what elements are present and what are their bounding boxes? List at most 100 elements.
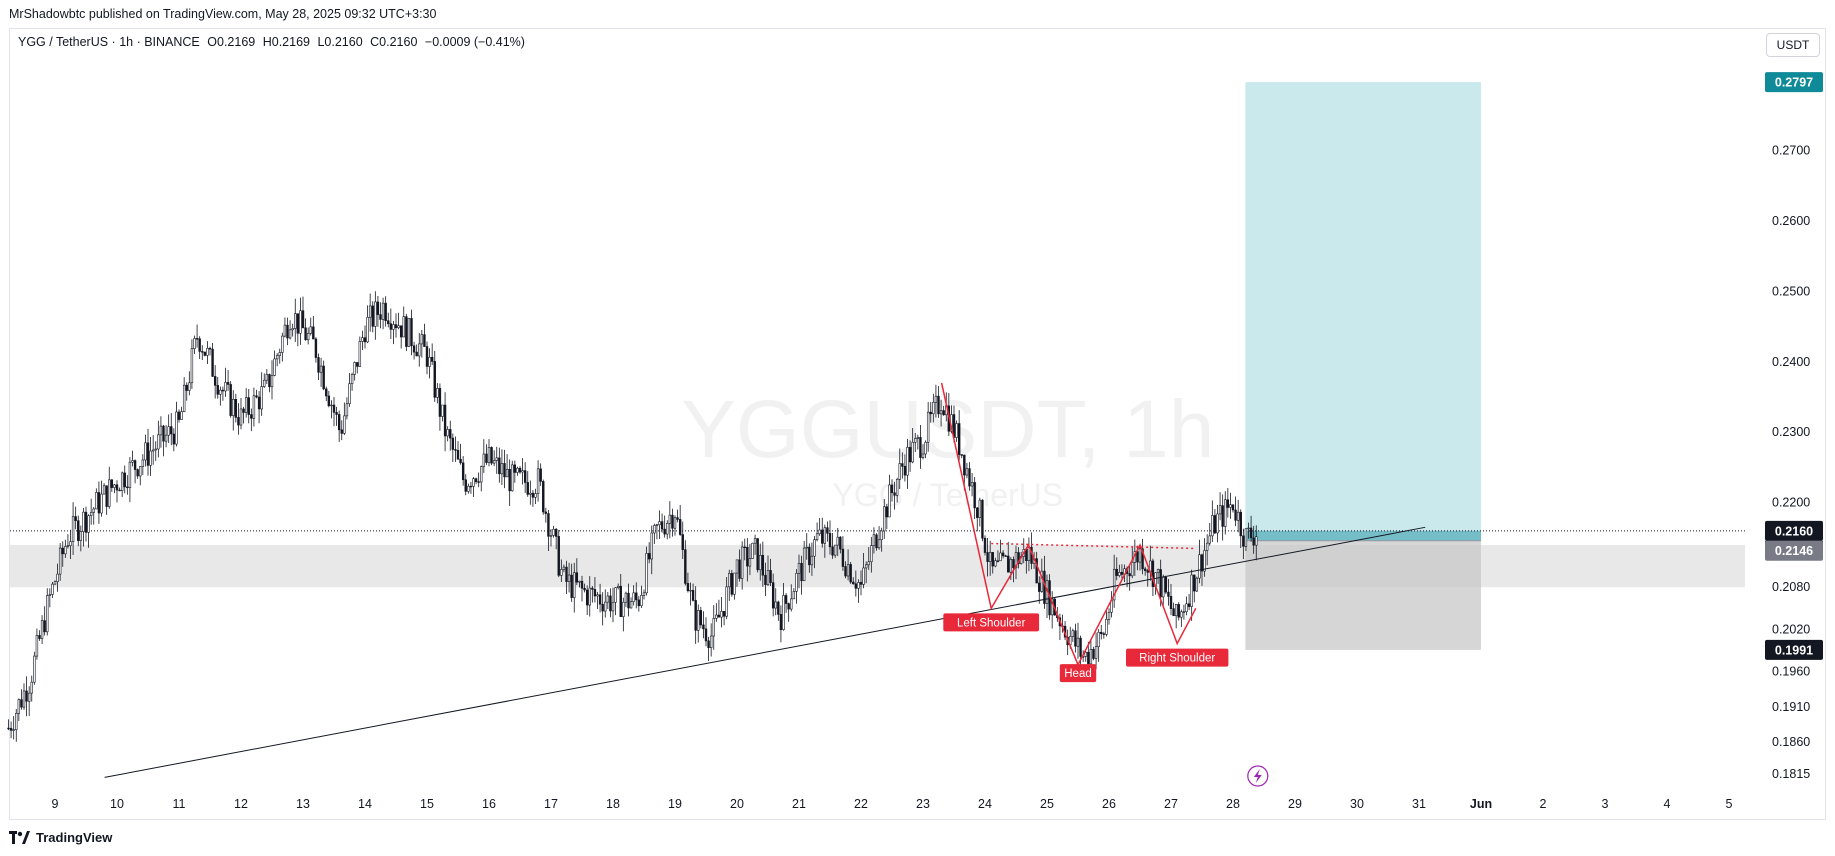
candle-body [619, 585, 622, 617]
candle-body [410, 318, 413, 347]
price-badge-text: 0.2146 [1775, 544, 1813, 558]
candle-body [237, 417, 240, 426]
candle-body [1151, 560, 1155, 587]
candle-body [864, 564, 868, 569]
candle-body [567, 574, 571, 582]
candle-body [846, 564, 850, 577]
price-badge-stop: 0.1991 [1765, 639, 1823, 660]
candle-body [376, 301, 380, 315]
candle-body [534, 493, 537, 498]
candle-body [1128, 573, 1131, 577]
candle-body [402, 316, 405, 338]
candle-body [1211, 515, 1214, 537]
candle-body [95, 492, 98, 510]
candle-body [1143, 568, 1147, 571]
candle-body [823, 527, 827, 544]
candle-body [712, 618, 715, 637]
x-tick-label: 13 [296, 797, 310, 811]
candle-body [283, 324, 287, 337]
candle-body [1249, 527, 1253, 539]
candle-body [1074, 630, 1077, 647]
candle-body [105, 485, 108, 507]
candle-body [790, 598, 793, 610]
candle-body [273, 358, 276, 376]
symbol-legend: YGG / TetherUS · 1h · BINANCE O0.2169 H0… [18, 35, 529, 49]
candle-body [815, 533, 819, 540]
candle-body [366, 316, 369, 343]
candle-body [1213, 515, 1217, 534]
candle-body [389, 323, 393, 330]
candle-body [136, 469, 139, 477]
publisher-line: MrShadowbtc published on TradingView.com… [9, 7, 437, 21]
candle-body [110, 479, 114, 488]
candle-body [257, 396, 261, 410]
candle-body [743, 546, 746, 549]
candle-body [557, 536, 560, 576]
candle-body [1229, 504, 1232, 508]
candle-body [195, 338, 199, 340]
candle-body [71, 516, 75, 542]
candle-body [1131, 562, 1134, 577]
candle-body [343, 415, 346, 434]
candle-body [288, 329, 292, 339]
candle-body [593, 589, 597, 597]
candle-body [1221, 505, 1224, 527]
candle-body [800, 562, 803, 582]
candle-body [867, 561, 870, 566]
candle-body [1105, 619, 1108, 635]
candle-body [983, 537, 987, 553]
candle-body [487, 447, 491, 463]
candle-body [529, 492, 532, 495]
candle-body [676, 517, 679, 520]
pattern-label-text: Left Shoulder [957, 617, 1026, 629]
candle-body [1180, 611, 1183, 618]
candle-body [296, 313, 300, 334]
candle-body [888, 484, 891, 518]
candle-body [1004, 555, 1007, 557]
price-badge-bg [1765, 520, 1823, 541]
candle-body [970, 482, 974, 487]
candle-body [213, 376, 217, 386]
chart-frame [9, 28, 1826, 820]
price-badge-bg [1765, 639, 1823, 660]
candle-body [629, 601, 633, 609]
candle-body [585, 589, 589, 606]
candle-body [294, 313, 297, 329]
candle-body [449, 429, 452, 439]
tradingview-logo[interactable]: TradingView [9, 830, 112, 845]
candle-body [831, 546, 834, 556]
symbol-label[interactable]: YGG / TetherUS · 1h · BINANCE [18, 35, 200, 49]
pattern-label-bg [1059, 664, 1097, 683]
candle-body [759, 555, 762, 571]
currency-button[interactable]: USDT [1766, 33, 1820, 57]
candle-body [681, 534, 684, 550]
candle-body [363, 337, 367, 343]
candle-body [1242, 535, 1245, 547]
candle-body [1136, 551, 1139, 563]
candle-body [531, 492, 535, 498]
candle-body [89, 511, 93, 516]
candle-body [1187, 603, 1191, 607]
candle-body [802, 547, 806, 582]
x-tick-label: 16 [482, 797, 496, 811]
candle-body [480, 466, 483, 483]
candle-body [309, 326, 312, 334]
candle-body [813, 539, 816, 557]
tradingview-brand: TradingView [36, 830, 113, 845]
x-tick-label: 19 [668, 797, 682, 811]
candle-body [1182, 611, 1186, 613]
candle-body [526, 482, 529, 495]
candle-body [185, 384, 188, 391]
lightning-icon[interactable] [1247, 765, 1269, 787]
candle-body [361, 337, 364, 342]
candle-body [500, 463, 504, 475]
candle-body [609, 595, 612, 612]
candle-body [914, 438, 917, 443]
candle-body [177, 411, 181, 420]
price-badge-bg [1765, 72, 1823, 93]
candle-body [268, 374, 271, 388]
candle-body [784, 595, 788, 604]
y-tick-label: 0.1910 [1772, 700, 1810, 714]
candle-body [387, 320, 390, 324]
